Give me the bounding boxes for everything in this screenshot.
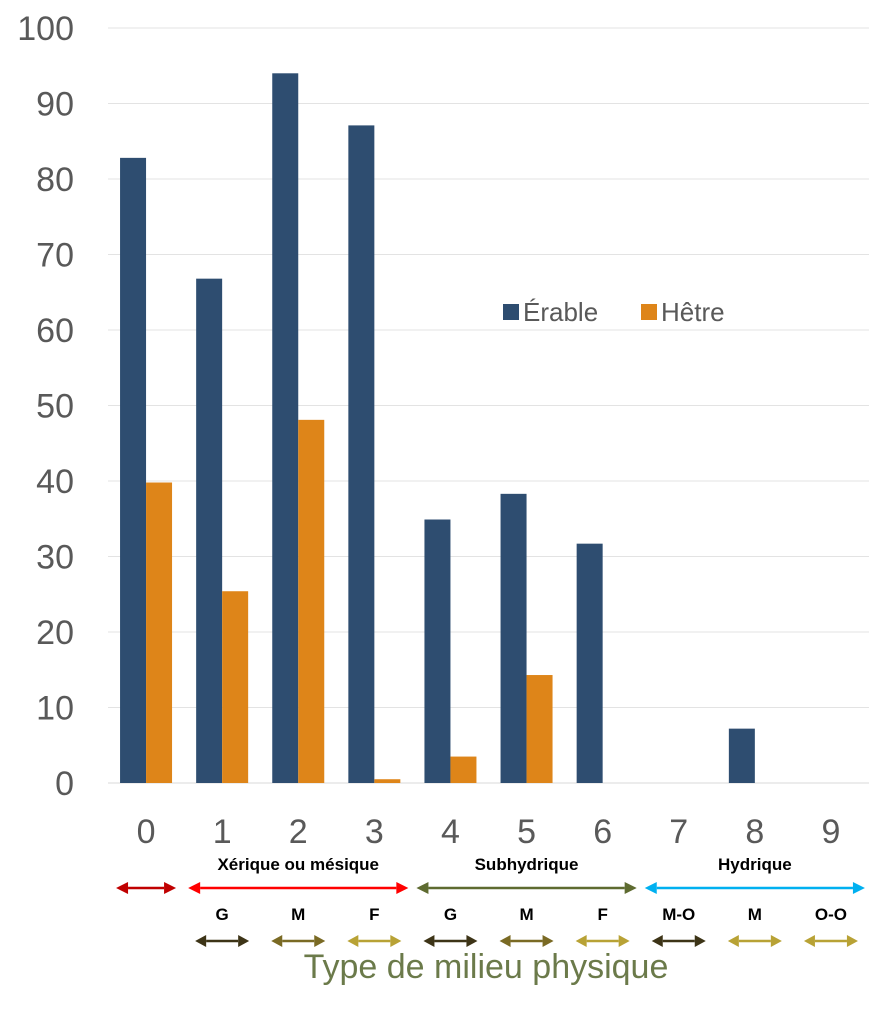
arrow-head-right	[164, 882, 177, 894]
subgroup-arrow-2	[347, 935, 402, 947]
arrow-head-left	[188, 882, 201, 894]
arrow-head-left	[644, 882, 657, 894]
group-label: Xérique ou mésique	[217, 855, 379, 874]
x-tick-label: 3	[365, 813, 384, 851]
arrow-head-right	[618, 935, 630, 947]
subgroup-arrow-5	[575, 935, 630, 947]
x-tick-label: 7	[669, 813, 688, 851]
arrow-head-right	[694, 935, 706, 947]
x-tick-label: 8	[745, 813, 764, 851]
subgroup-label: F	[369, 905, 379, 924]
arrow-head-left	[499, 935, 511, 947]
bar-erable-3	[348, 125, 375, 783]
x-tick-label: 1	[213, 813, 232, 851]
x-tick-label: 6	[593, 813, 612, 851]
y-tick-label: 100	[17, 10, 74, 48]
y-axis: 0 10 20 30 40 50 60 70 80 90 100	[17, 10, 74, 803]
arrow-head-left	[271, 935, 283, 947]
group-arrow-1	[188, 882, 409, 894]
legend-swatch-hetre	[641, 304, 657, 320]
bar-erable-1	[196, 278, 223, 783]
y-tick-label: 40	[36, 463, 74, 501]
subgroup-label: G	[216, 905, 229, 924]
subgroup-label: F	[597, 905, 607, 924]
group-label: Subhydrique	[475, 855, 579, 874]
subgroup-arrow-6	[651, 935, 706, 947]
arrow-head-right	[846, 935, 858, 947]
y-tick-label: 60	[36, 312, 74, 350]
x-tick-label: 5	[517, 813, 536, 851]
arrow-head-right	[396, 882, 409, 894]
bar-erable-8	[728, 728, 755, 783]
subgroup-label: G	[444, 905, 457, 924]
group-arrow-3	[644, 882, 865, 894]
y-tick-label: 0	[55, 765, 74, 803]
group-arrow-2	[416, 882, 637, 894]
arrow-head-right	[624, 882, 637, 894]
subgroup-arrow-8	[803, 935, 858, 947]
arrow-head-left	[347, 935, 359, 947]
group-arrow-0	[116, 882, 177, 894]
bar-erable-0	[120, 157, 147, 784]
bars	[120, 73, 755, 784]
subgroup-label: M-O	[662, 905, 695, 924]
group-annotations: Xérique ou mésique Subhydrique Hydrique G M F…	[116, 855, 865, 947]
arrow-head-right	[542, 935, 554, 947]
subgroup-arrow-4	[499, 935, 554, 947]
bar-erable-4	[424, 519, 451, 783]
bar-hetre-4	[450, 756, 477, 783]
legend: Érable Hêtre	[503, 297, 725, 327]
subgroup-arrow-7	[727, 935, 782, 947]
y-tick-label: 70	[36, 237, 74, 275]
subgroup-label: M	[519, 905, 533, 924]
arrow-head-left	[575, 935, 587, 947]
bar-erable-6	[576, 543, 603, 783]
arrow-head-right	[852, 882, 865, 894]
y-tick-label: 20	[36, 614, 74, 652]
bar-hetre-1	[222, 591, 249, 783]
subgroup-label: O-O	[815, 905, 847, 924]
subgroup-arrow-3	[423, 935, 478, 947]
y-tick-label: 10	[36, 690, 74, 728]
arrow-head-right	[314, 935, 326, 947]
bar-erable-2	[272, 73, 299, 784]
x-tick-label: 4	[441, 813, 460, 851]
subgroup-arrow-0	[195, 935, 250, 947]
arrow-head-right	[466, 935, 478, 947]
subgroup-label: M	[748, 905, 762, 924]
legend-swatch-erable	[503, 304, 519, 320]
bar-erable-5	[500, 493, 527, 783]
group-label: Hydrique	[718, 855, 792, 874]
y-tick-label: 90	[36, 86, 74, 124]
x-tick-label: 9	[821, 813, 840, 851]
legend-label: Érable	[523, 297, 598, 327]
bar-hetre-5	[526, 675, 553, 783]
arrow-head-left	[803, 935, 815, 947]
x-tick-label: 2	[289, 813, 308, 851]
arrow-head-right	[238, 935, 250, 947]
x-axis-title: Type de milieu physique	[304, 948, 669, 986]
arrow-head-left	[195, 935, 207, 947]
x-axis: 0 1 2 3 4 5 6 7 8 9	[137, 813, 841, 851]
bar-hetre-2	[298, 419, 325, 783]
arrow-head-right	[770, 935, 782, 947]
bar-hetre-0	[146, 482, 173, 783]
arrow-head-right	[390, 935, 402, 947]
arrow-head-left	[727, 935, 739, 947]
arrow-head-left	[651, 935, 663, 947]
legend-label: Hêtre	[661, 297, 725, 327]
y-tick-label: 80	[36, 161, 74, 199]
y-tick-label: 30	[36, 539, 74, 577]
x-tick-label: 0	[137, 813, 156, 851]
subgroup-label: M	[291, 905, 305, 924]
arrow-head-left	[423, 935, 435, 947]
subgroup-arrow-1	[271, 935, 326, 947]
y-tick-label: 50	[36, 388, 74, 426]
bar-hetre-3	[374, 779, 401, 783]
arrow-head-left	[116, 882, 129, 894]
arrow-head-left	[416, 882, 429, 894]
